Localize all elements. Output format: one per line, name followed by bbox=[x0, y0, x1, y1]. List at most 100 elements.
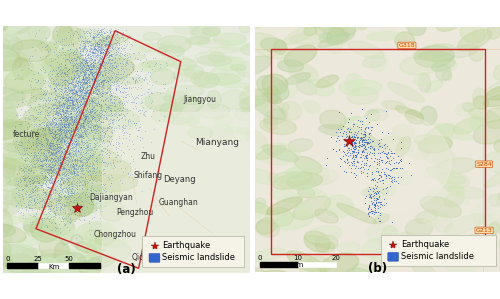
Point bbox=[115, 35, 123, 40]
Point bbox=[46, 205, 54, 210]
Point bbox=[15, 117, 23, 121]
Point bbox=[86, 72, 94, 77]
Point bbox=[34, 217, 42, 222]
Point bbox=[85, 79, 93, 83]
Point bbox=[98, 159, 106, 164]
Point bbox=[371, 202, 379, 207]
Point bbox=[124, 170, 132, 175]
Point bbox=[50, 78, 58, 83]
Point bbox=[100, 183, 108, 188]
Point bbox=[93, 160, 101, 164]
Point bbox=[54, 127, 62, 132]
Point bbox=[106, 82, 114, 87]
Point bbox=[58, 115, 66, 120]
Point bbox=[112, 86, 120, 91]
Point bbox=[106, 84, 114, 89]
Point bbox=[74, 170, 82, 175]
Point bbox=[96, 50, 104, 55]
Point bbox=[107, 83, 115, 88]
Point bbox=[46, 158, 54, 162]
Point bbox=[93, 91, 101, 96]
Point bbox=[46, 199, 54, 203]
Point bbox=[43, 155, 51, 159]
Point bbox=[112, 66, 120, 71]
Point bbox=[82, 74, 90, 79]
Point bbox=[92, 84, 100, 89]
Point bbox=[30, 198, 38, 202]
Point bbox=[62, 109, 70, 113]
Point bbox=[46, 141, 54, 145]
Point bbox=[78, 68, 86, 73]
Point bbox=[81, 117, 89, 121]
Point bbox=[93, 60, 101, 65]
Point bbox=[110, 128, 118, 132]
Point bbox=[62, 86, 70, 91]
Point bbox=[72, 105, 80, 110]
Point bbox=[72, 92, 80, 97]
Point bbox=[72, 96, 80, 101]
Point bbox=[93, 50, 101, 55]
Point bbox=[130, 66, 138, 71]
Point bbox=[84, 141, 92, 146]
Point bbox=[52, 153, 60, 158]
Point bbox=[58, 149, 66, 153]
Point bbox=[26, 127, 34, 132]
Point bbox=[28, 153, 36, 158]
Point bbox=[98, 115, 106, 120]
Point bbox=[50, 81, 58, 86]
Point bbox=[102, 97, 110, 101]
Point bbox=[73, 101, 81, 106]
Point bbox=[40, 151, 48, 156]
Point bbox=[88, 112, 96, 117]
Point bbox=[74, 146, 82, 151]
Point bbox=[55, 93, 63, 98]
Point bbox=[58, 70, 66, 75]
Point bbox=[40, 89, 48, 94]
Point bbox=[90, 91, 98, 96]
Point bbox=[68, 99, 76, 104]
Point bbox=[65, 181, 73, 186]
Point bbox=[79, 42, 87, 47]
Ellipse shape bbox=[80, 169, 94, 187]
Point bbox=[84, 60, 92, 64]
Point bbox=[134, 78, 141, 83]
Point bbox=[60, 138, 68, 143]
Point bbox=[88, 117, 96, 122]
Point bbox=[365, 209, 373, 214]
Point bbox=[138, 108, 146, 112]
Point bbox=[46, 188, 54, 193]
Point bbox=[104, 61, 112, 66]
Point bbox=[72, 52, 80, 57]
Point bbox=[114, 53, 122, 57]
Point bbox=[70, 162, 78, 167]
Point bbox=[91, 43, 99, 48]
Point bbox=[50, 181, 58, 186]
Point bbox=[106, 53, 114, 57]
Point bbox=[56, 118, 64, 122]
Ellipse shape bbox=[424, 214, 437, 225]
Point bbox=[76, 103, 84, 108]
Point bbox=[64, 76, 72, 81]
Point bbox=[138, 112, 146, 117]
Point bbox=[36, 148, 44, 153]
Point bbox=[55, 190, 63, 195]
Text: Seismic landslide: Seismic landslide bbox=[401, 252, 474, 261]
Point bbox=[364, 167, 372, 172]
Point bbox=[44, 96, 52, 101]
Point bbox=[381, 151, 389, 155]
Point bbox=[73, 101, 81, 106]
Point bbox=[118, 108, 126, 112]
Point bbox=[362, 174, 370, 179]
Point bbox=[86, 153, 94, 158]
Point bbox=[46, 157, 54, 161]
Point bbox=[71, 115, 79, 120]
Point bbox=[77, 146, 85, 151]
Point bbox=[107, 58, 115, 62]
Point bbox=[68, 103, 76, 108]
Point bbox=[108, 44, 116, 49]
Point bbox=[42, 135, 50, 140]
Point bbox=[345, 145, 353, 150]
Point bbox=[84, 74, 92, 79]
Point bbox=[66, 95, 74, 100]
Point bbox=[38, 217, 46, 222]
